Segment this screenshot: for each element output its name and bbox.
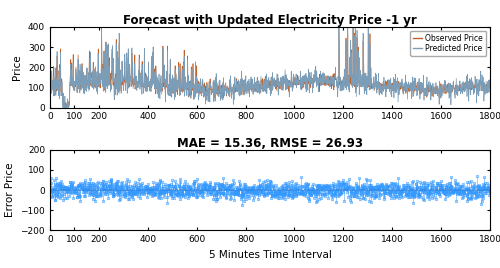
Observed Price (348, 83, 354, 86)
Predicted Price (487, 85, 493, 88)
Legend: Observed Price, Predicted Price: Observed Price, Predicted Price (410, 31, 486, 56)
Observed Price (47, 81, 53, 84)
Predicted Price (336, 25, 342, 28)
Observed Price (230, 90, 235, 94)
Observed Price (63, 105, 69, 108)
Predicted Price (348, 71, 354, 74)
Observed Price (487, 84, 493, 87)
Predicted Price (212, 99, 218, 103)
Observed Price (98, 25, 104, 28)
Predicted Price (72, 81, 78, 84)
Predicted Price (227, 90, 233, 94)
Predicted Price (142, 47, 148, 50)
Predicted Price (47, 81, 53, 84)
X-axis label: 5 Minutes Time Interval: 5 Minutes Time Interval (208, 250, 332, 260)
Observed Price (212, 91, 218, 94)
Observed Price (142, 80, 148, 84)
Line: Predicted Price: Predicted Price (50, 27, 490, 108)
Line: Observed Price: Observed Price (50, 27, 490, 107)
Y-axis label: Error Price: Error Price (5, 163, 15, 217)
Title: MAE = 15.36, RMSE = 26.93: MAE = 15.36, RMSE = 26.93 (177, 137, 363, 150)
Y-axis label: Price: Price (12, 54, 22, 80)
Predicted Price (229, 85, 235, 88)
Predicted Price (60, 106, 66, 109)
Title: Forecast with Updated Electricity Price -1 yr: Forecast with Updated Electricity Price … (123, 14, 417, 27)
Observed Price (227, 87, 233, 90)
Observed Price (72, 82, 78, 85)
